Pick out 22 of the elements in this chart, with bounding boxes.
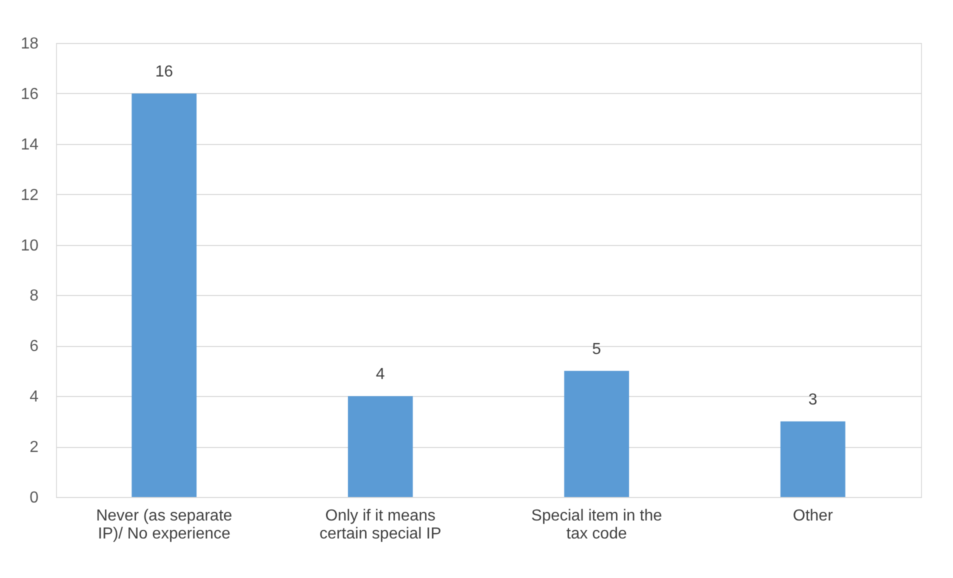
data-label: 5 <box>592 340 602 358</box>
y-tick-label: 10 <box>20 237 39 254</box>
y-tick-label: 18 <box>20 36 39 52</box>
bar <box>564 370 630 497</box>
x-tick-label: Only if it means certain special IP <box>319 508 442 542</box>
data-label: 3 <box>808 391 818 408</box>
y-tick-label: 8 <box>30 288 39 305</box>
y-tick-label: 6 <box>30 338 39 356</box>
data-label: 16 <box>155 63 174 80</box>
bar <box>132 93 197 497</box>
x-tick-label: Special item in the tax code <box>531 508 662 542</box>
y-tick-label: 0 <box>30 490 39 506</box>
bar <box>780 421 846 497</box>
y-tick-label: 4 <box>30 388 39 406</box>
x-tick-label: Never (as separate IP)/ No experience <box>96 508 232 542</box>
y-tick-label: 14 <box>20 136 39 154</box>
data-label: 4 <box>376 366 385 384</box>
y-tick-label: 2 <box>30 439 39 456</box>
y-tick-label: 12 <box>20 186 39 204</box>
bar <box>348 396 413 497</box>
x-tick-label: Other <box>792 508 834 524</box>
y-tick-label: 16 <box>20 86 39 103</box>
